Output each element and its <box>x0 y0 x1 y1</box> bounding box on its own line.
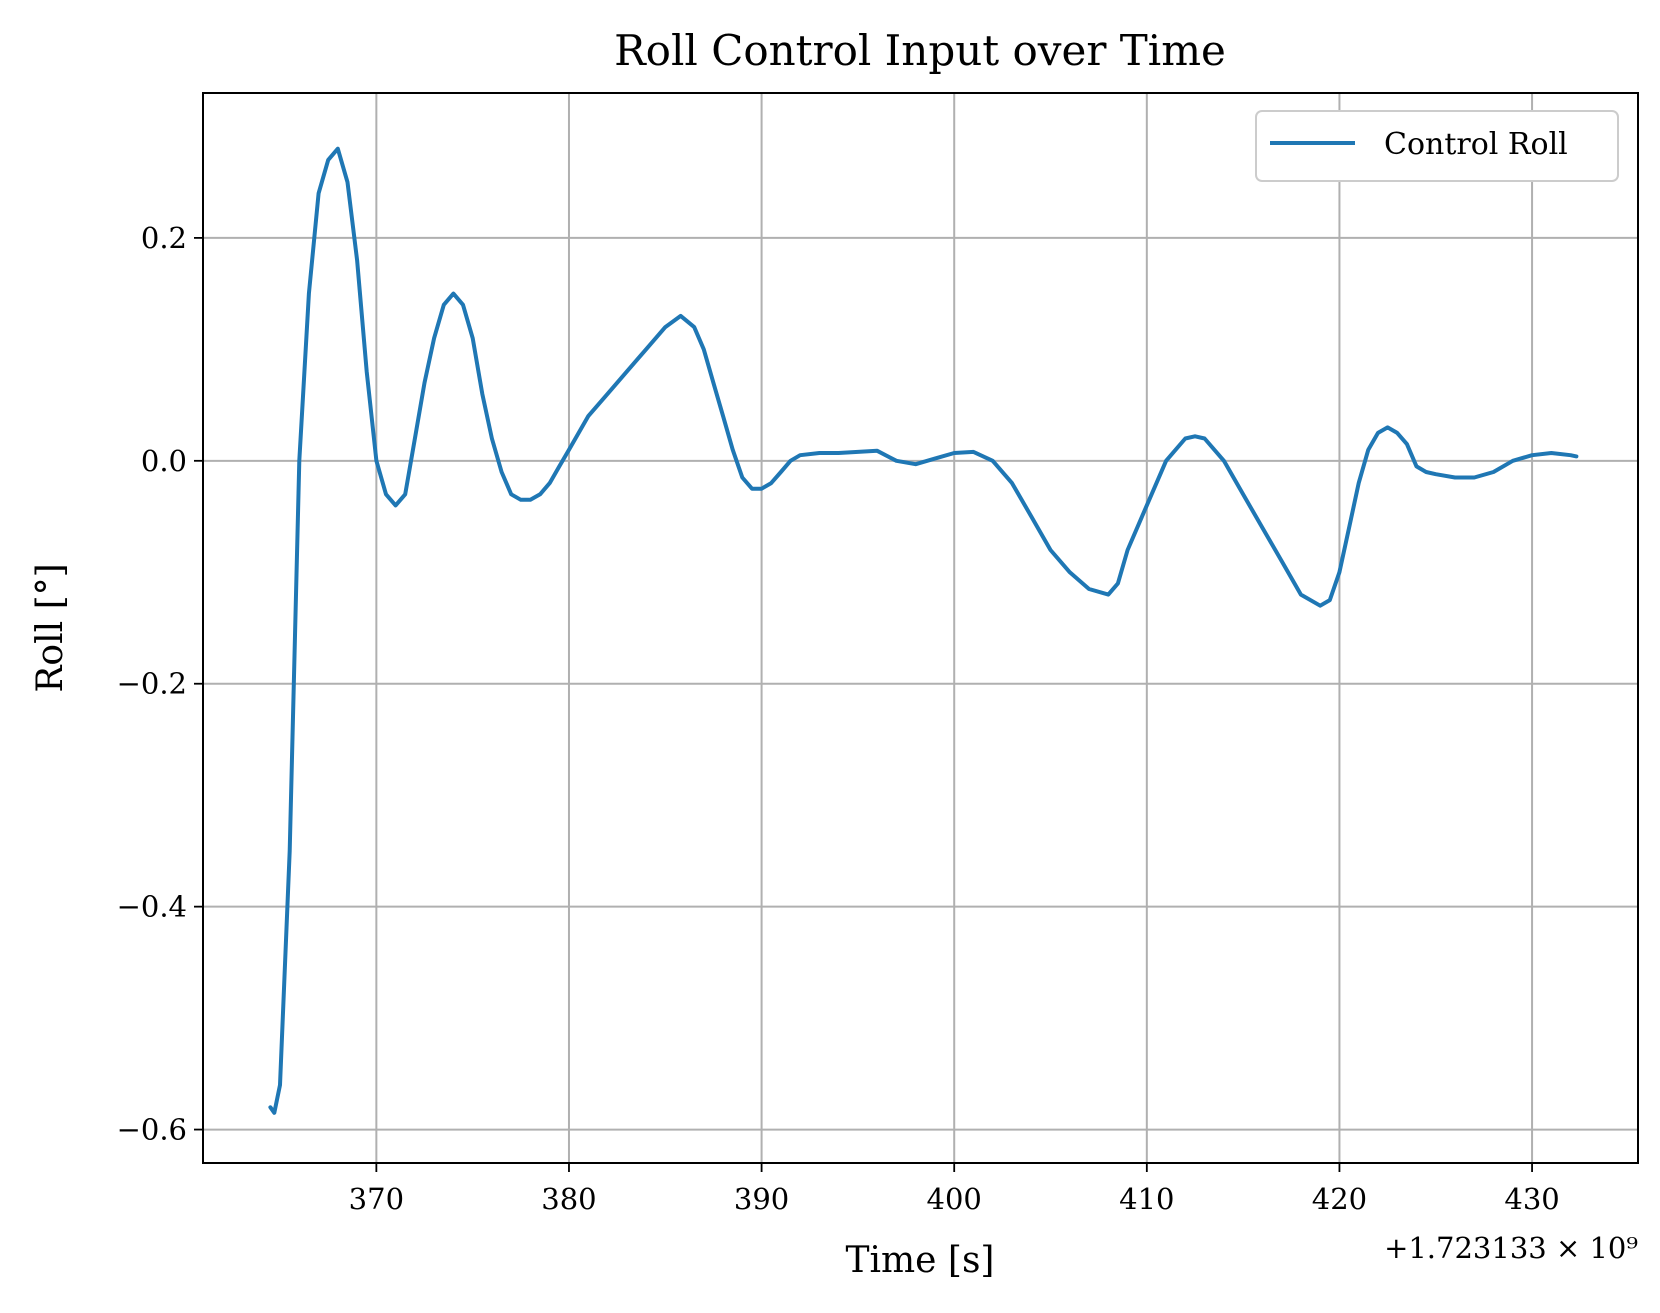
plot-frame <box>202 92 1639 1164</box>
x-axis-label: Time [s] <box>846 1240 995 1281</box>
y-gridlines <box>203 236 1638 1131</box>
y-tick-label: 0.2 <box>141 221 187 255</box>
legend-box <box>1255 110 1619 182</box>
legend: Control Roll <box>1255 110 1619 182</box>
y-tick-label: −0.2 <box>117 667 187 701</box>
series-layer <box>268 146 1579 1115</box>
x-tick-label: 410 <box>1119 1182 1174 1216</box>
y-axis-ticks: 0.2 0.0 −0.2 −0.4 −0.6 <box>117 221 203 1147</box>
x-tick-label: 420 <box>1312 1182 1367 1216</box>
y-tick-label: −0.4 <box>117 890 187 924</box>
x-tick-label: 390 <box>734 1182 789 1216</box>
y-tick-label: −0.6 <box>117 1113 187 1147</box>
y-axis-label: Roll [°] <box>30 563 71 692</box>
x-tick-label: 370 <box>349 1182 404 1216</box>
x-tick-label: 430 <box>1504 1182 1559 1216</box>
y-tick-label: 0.0 <box>141 444 187 478</box>
series-line-0 <box>268 146 1579 1115</box>
x-axis-offset: +1.723133 × 10⁹ <box>1384 1231 1638 1265</box>
grid <box>203 93 1638 1163</box>
x-tick-label: 380 <box>541 1182 596 1216</box>
x-axis-ticks: 370 380 390 400 410 420 430 <box>349 1163 1560 1216</box>
x-gridlines <box>375 93 1534 1163</box>
chart-title: Roll Control Input over Time <box>614 26 1226 75</box>
legend-label: Control Roll <box>1384 127 1568 162</box>
x-tick-label: 400 <box>927 1182 982 1216</box>
